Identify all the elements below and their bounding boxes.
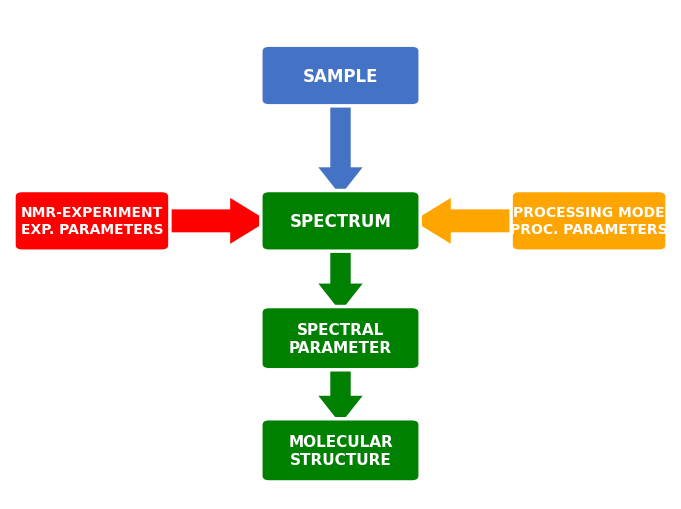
Text: SPECTRUM: SPECTRUM [289,212,392,231]
Polygon shape [318,364,362,424]
Text: SPECTRAL
PARAMETER: SPECTRAL PARAMETER [289,322,392,355]
Text: NMR-EXPERIMENT
EXP. PARAMETERS: NMR-EXPERIMENT EXP. PARAMETERS [20,206,163,237]
Text: MOLECULAR
STRUCTURE: MOLECULAR STRUCTURE [288,434,393,467]
FancyBboxPatch shape [261,191,420,251]
FancyBboxPatch shape [261,307,420,370]
Polygon shape [162,199,268,244]
Polygon shape [318,247,362,312]
FancyBboxPatch shape [261,419,420,482]
Text: SAMPLE: SAMPLE [303,67,378,86]
Polygon shape [413,199,519,244]
FancyBboxPatch shape [511,191,667,251]
FancyBboxPatch shape [261,46,420,106]
Text: PROCESSING MODE
PROC. PARAMETERS: PROCESSING MODE PROC. PARAMETERS [510,206,668,237]
FancyBboxPatch shape [14,191,170,251]
Polygon shape [318,100,362,196]
